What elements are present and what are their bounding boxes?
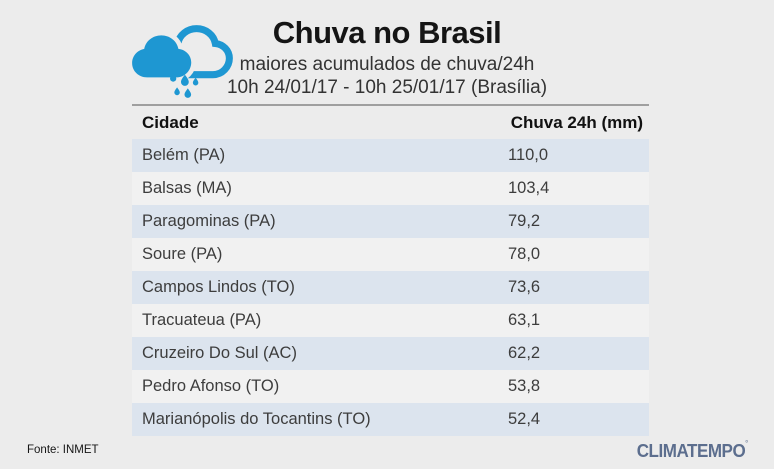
header: Chuva no Brasil maiores acumulados de ch…	[0, 14, 774, 99]
page-title: Chuva no Brasil	[272, 15, 502, 50]
column-header-value: Chuva 24h (mm)	[510, 112, 643, 132]
rain-table: Cidade Chuva 24h (mm) Belém (PA) 110,0 B…	[132, 104, 649, 436]
city-cell: Pedro Afonso (TO)	[142, 377, 280, 395]
value-cell: 52,4	[508, 410, 541, 428]
value-cell: 63,1	[508, 311, 541, 329]
table-row: Cruzeiro Do Sul (AC) 62,2	[132, 337, 649, 370]
value-cell: 53,8	[508, 377, 541, 395]
value-cell: 73,6	[508, 278, 541, 296]
city-cell: Campos Lindos (TO)	[142, 278, 295, 296]
table-row: Campos Lindos (TO) 73,6	[132, 271, 649, 304]
climatempo-logo: CLIMATEMPO˚	[636, 440, 749, 462]
city-cell: Balsas (MA)	[142, 179, 232, 197]
column-header-city: Cidade	[142, 112, 199, 132]
source-label: Fonte: INMET	[27, 444, 99, 456]
table-row: Balsas (MA) 103,4	[132, 172, 649, 205]
value-cell: 103,4	[508, 179, 550, 197]
city-cell: Tracuateua (PA)	[142, 311, 262, 329]
city-cell: Paragominas (PA)	[142, 212, 276, 230]
table-body: Belém (PA) 110,0 Balsas (MA) 103,4 Parag…	[132, 139, 649, 436]
table-row: Paragominas (PA) 79,2	[132, 205, 649, 238]
value-cell: 78,0	[508, 245, 541, 263]
city-cell: Marianópolis do Tocantins (TO)	[142, 410, 371, 428]
brand-text: CLIMATEMPO	[636, 440, 746, 461]
page-subtitle: maiores acumulados de chuva/24h	[239, 54, 535, 75]
city-cell: Belém (PA)	[142, 146, 226, 164]
rain-cloud-icon	[127, 25, 233, 98]
table-row: Soure (PA) 78,0	[132, 238, 649, 271]
raindrops	[170, 72, 199, 98]
table-row: Pedro Afonso (TO) 53,8	[132, 370, 649, 403]
degree-mark: ˚	[745, 440, 748, 452]
value-cell: 79,2	[508, 212, 541, 230]
period-label: 10h 24/01/17 - 10h 25/01/17 (Brasília)	[226, 77, 548, 98]
city-cell: Soure (PA)	[142, 245, 223, 263]
table-row: Belém (PA) 110,0	[132, 139, 649, 172]
table-row: Tracuateua (PA) 63,1	[132, 304, 649, 337]
table-header-row: Cidade Chuva 24h (mm)	[132, 106, 649, 139]
city-cell: Cruzeiro Do Sul (AC)	[142, 344, 297, 362]
value-cell: 62,2	[508, 344, 541, 362]
value-cell: 110,0	[508, 146, 549, 164]
table-row: Marianópolis do Tocantins (TO) 52,4	[132, 403, 649, 436]
